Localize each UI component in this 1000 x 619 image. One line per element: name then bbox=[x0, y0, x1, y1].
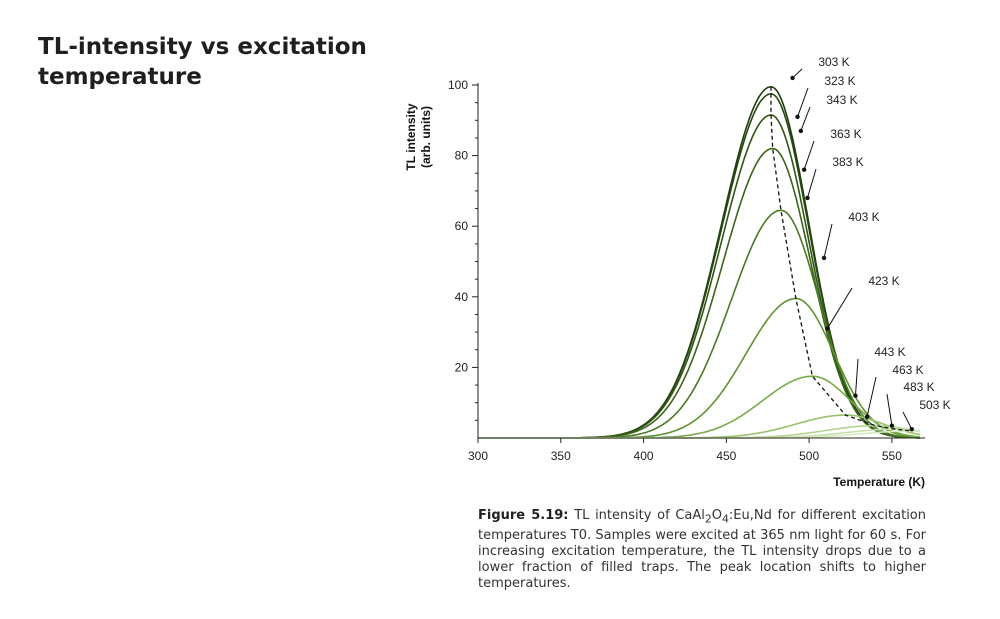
axes-layer: 300 350 400 450 500 550 20 40 60 80 100 bbox=[448, 78, 925, 463]
annotation-leader bbox=[797, 87, 809, 117]
annotation-leader bbox=[800, 106, 811, 132]
x-tick-label: 300 bbox=[468, 449, 488, 463]
annotation-leader bbox=[866, 376, 877, 417]
caption-text-before: TL intensity of CaAl bbox=[568, 508, 705, 523]
annotation-label: 423 K bbox=[868, 274, 899, 288]
annotation-leader bbox=[886, 393, 893, 426]
caption-text-mid: O bbox=[711, 508, 723, 523]
x-tick-label: 400 bbox=[634, 449, 654, 463]
y-tick-label: 80 bbox=[455, 149, 469, 163]
annotation-dot bbox=[801, 167, 807, 172]
annotation-dot bbox=[790, 75, 795, 81]
annotation-label: 363 K bbox=[830, 127, 861, 141]
annotation-dot bbox=[821, 255, 827, 261]
annotation-dot bbox=[795, 114, 800, 119]
y-tick-label: 60 bbox=[455, 219, 469, 233]
annotation-leader bbox=[902, 411, 913, 430]
annotation-label: 463 K bbox=[892, 363, 923, 377]
annotations-layer: 303 K 323 K 343 K 363 K 383 K 403 K 423 K 443 K… bbox=[790, 55, 951, 432]
y-axis-title-line1: TL intensity bbox=[404, 103, 418, 170]
annotation-label: 303 K bbox=[818, 55, 849, 69]
annotation-leader bbox=[826, 287, 853, 329]
annotation-dot bbox=[805, 195, 810, 201]
annotation-dot bbox=[853, 393, 858, 398]
annotation-label: 383 K bbox=[832, 155, 863, 169]
annotation-label: 443 K bbox=[874, 345, 905, 359]
caption-sub2: 4 bbox=[722, 512, 729, 526]
annotation-dot bbox=[909, 426, 914, 432]
annotation-label: 323 K bbox=[824, 74, 855, 88]
x-tick-label: 550 bbox=[882, 449, 902, 463]
annotation-dot bbox=[825, 326, 830, 331]
annotation-dot bbox=[889, 423, 895, 428]
x-tick-label: 500 bbox=[799, 449, 819, 463]
peak-trend-line bbox=[770, 86, 912, 432]
annotation-label: 503 K bbox=[919, 398, 950, 412]
y-tick-label: 100 bbox=[448, 78, 468, 92]
slide-title: TL-intensity vs excitation temperature bbox=[38, 34, 367, 90]
glow-curve-323k bbox=[478, 92, 920, 439]
annotation-leader bbox=[803, 140, 815, 170]
x-tick-label: 350 bbox=[551, 449, 571, 463]
annotation-leader bbox=[854, 358, 859, 396]
caption-sub1: 2 bbox=[704, 512, 712, 526]
x-tick-label: 450 bbox=[716, 449, 736, 463]
annotation-leader bbox=[823, 223, 833, 259]
annotation-label: 343 K bbox=[826, 93, 857, 107]
caption-label: Figure 5.19: bbox=[478, 508, 569, 523]
caption-text-after: :Eu,Nd for different excitation temperat… bbox=[478, 508, 926, 591]
annotation-label: 403 K bbox=[848, 210, 879, 224]
annotation-leader bbox=[806, 168, 817, 199]
annotation-dot bbox=[798, 128, 804, 134]
annotation-dot bbox=[864, 414, 870, 420]
figure-caption: Figure 5.19: TL intensity of CaAl2O4:Eu,… bbox=[478, 508, 926, 592]
x-axis-title: Temperature (K) bbox=[833, 475, 925, 489]
y-tick-label: 20 bbox=[455, 360, 469, 374]
y-axis-title-line2: (arb. units) bbox=[419, 106, 433, 168]
y-tick-label: 40 bbox=[455, 290, 469, 304]
annotation-label: 483 K bbox=[903, 380, 934, 394]
